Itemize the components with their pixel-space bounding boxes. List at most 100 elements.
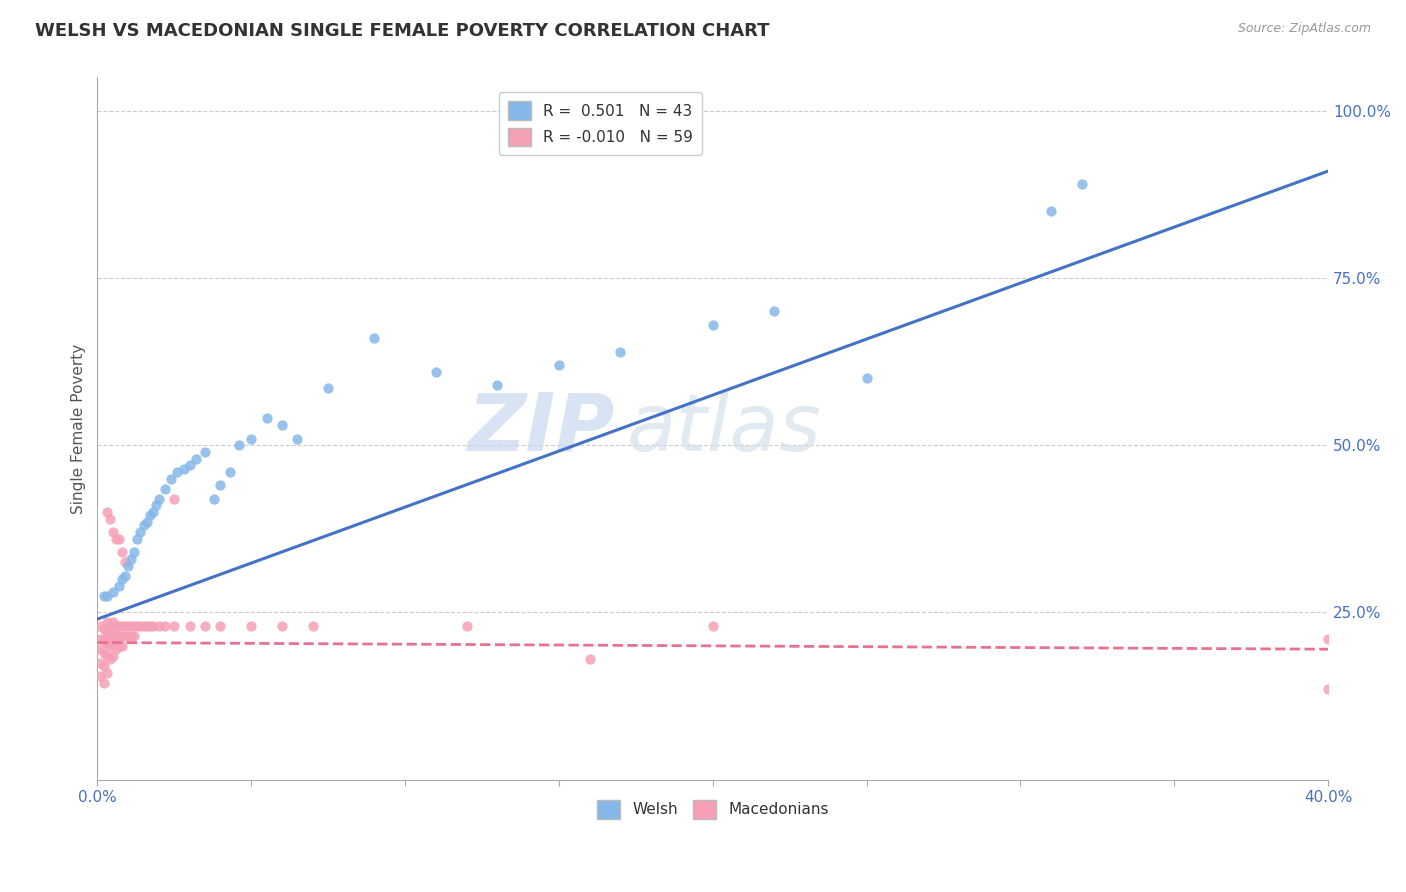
Point <box>1071 178 1094 192</box>
Text: ZIP: ZIP <box>467 390 614 467</box>
Point <box>108 619 131 633</box>
Point <box>124 545 146 559</box>
Point <box>1317 682 1340 697</box>
Point <box>135 515 157 529</box>
Point <box>127 532 149 546</box>
Point <box>209 619 232 633</box>
Point <box>702 318 724 332</box>
Point <box>98 629 121 643</box>
Point <box>111 629 134 643</box>
Point <box>194 445 217 459</box>
Point <box>114 568 136 582</box>
Point <box>129 619 152 633</box>
Point <box>148 619 170 633</box>
Point <box>93 659 115 673</box>
Point <box>96 625 118 640</box>
Point <box>104 642 127 657</box>
Point <box>101 648 124 663</box>
Point <box>124 619 146 633</box>
Point <box>127 619 149 633</box>
Point <box>96 665 118 680</box>
Point <box>89 669 111 683</box>
Point <box>108 579 131 593</box>
Point <box>486 378 509 392</box>
Point <box>101 525 124 540</box>
Point <box>98 619 121 633</box>
Legend: Welsh, Macedonians: Welsh, Macedonians <box>591 794 835 824</box>
Point <box>148 491 170 506</box>
Point <box>108 639 131 653</box>
Point <box>114 619 136 633</box>
Point <box>578 652 600 666</box>
Point <box>104 532 127 546</box>
Point <box>124 629 146 643</box>
Point <box>120 552 142 566</box>
Point <box>132 619 155 633</box>
Point <box>93 675 115 690</box>
Point <box>96 589 118 603</box>
Point <box>218 465 240 479</box>
Point <box>456 619 478 633</box>
Point <box>194 619 217 633</box>
Point <box>132 518 155 533</box>
Point <box>160 472 183 486</box>
Point <box>93 622 115 636</box>
Text: WELSH VS MACEDONIAN SINGLE FEMALE POVERTY CORRELATION CHART: WELSH VS MACEDONIAN SINGLE FEMALE POVERT… <box>35 22 769 40</box>
Point <box>855 371 877 385</box>
Point <box>271 418 294 433</box>
Point <box>202 491 225 506</box>
Point <box>89 632 111 647</box>
Point <box>301 619 323 633</box>
Point <box>111 619 134 633</box>
Point <box>240 432 263 446</box>
Point <box>609 344 631 359</box>
Point <box>96 635 118 649</box>
Point <box>114 629 136 643</box>
Point <box>98 652 121 666</box>
Point <box>142 505 165 519</box>
Point <box>173 461 195 475</box>
Point <box>96 505 118 519</box>
Point <box>108 629 131 643</box>
Point <box>548 358 571 372</box>
Point <box>179 619 201 633</box>
Point <box>240 619 263 633</box>
Point <box>101 635 124 649</box>
Point <box>98 639 121 653</box>
Point <box>142 619 165 633</box>
Point <box>93 589 115 603</box>
Point <box>153 619 176 633</box>
Point <box>285 432 308 446</box>
Point <box>145 499 167 513</box>
Point <box>1040 204 1063 219</box>
Point <box>96 648 118 663</box>
Point <box>96 615 118 630</box>
Point <box>117 558 139 573</box>
Point <box>104 619 127 633</box>
Point <box>129 525 152 540</box>
Point <box>163 491 186 506</box>
Point <box>120 629 142 643</box>
Point <box>120 619 142 633</box>
Point <box>117 619 139 633</box>
Point <box>93 646 115 660</box>
Point <box>179 458 201 473</box>
Point <box>209 478 232 492</box>
Point <box>425 365 447 379</box>
Point <box>153 482 176 496</box>
Point <box>163 619 186 633</box>
Y-axis label: Single Female Poverty: Single Female Poverty <box>72 343 86 514</box>
Point <box>114 555 136 569</box>
Point <box>135 619 157 633</box>
Point <box>101 615 124 630</box>
Point <box>271 619 294 633</box>
Text: Source: ZipAtlas.com: Source: ZipAtlas.com <box>1237 22 1371 36</box>
Point <box>108 532 131 546</box>
Point <box>101 585 124 599</box>
Point <box>89 656 111 670</box>
Point <box>166 465 188 479</box>
Point <box>98 512 121 526</box>
Point <box>117 629 139 643</box>
Point <box>363 331 385 345</box>
Point <box>316 381 339 395</box>
